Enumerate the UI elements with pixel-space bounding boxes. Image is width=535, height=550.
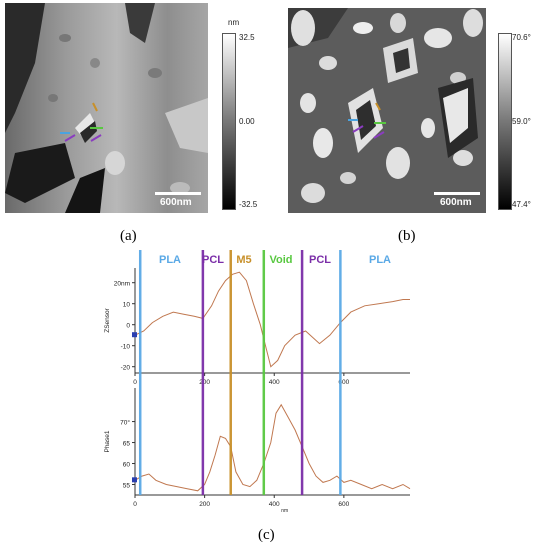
zsensor-x-tick-label: 600 [338,379,349,386]
phase-x-tick-label: 400 [269,501,280,508]
zsensor-x-tick-label: 200 [199,379,210,386]
zsensor-y-tick-label: 0 [126,323,130,330]
phase-colorbar [498,33,512,210]
height-map-image [5,3,208,213]
zsensor-y-axis-label: ZSensor [104,307,111,332]
phase-y-tick-label: 70° [120,419,130,427]
phase-y-axis-label: Phase1 [104,430,111,452]
colorbar-min: -32.5 [239,200,258,209]
zsensor-y-tick-label: -10 [121,344,131,351]
panel-label-b: (b) [398,228,416,244]
phase-x-tick-label: 0 [133,501,137,508]
region-label-pcl: PCL [202,254,224,266]
phase-y-tick-label: 55 [123,483,131,490]
phase-x-tick-label: 600 [338,501,349,508]
colorbar-max: 32.5 [239,33,255,42]
colorbar-unit: nm [228,18,240,27]
colorbar-max: 70.6° [512,33,531,42]
zsensor-y-tick-label: 10 [123,302,131,309]
height-colorbar [222,33,236,210]
zsensor-trace-line [134,271,410,368]
phase-x-tick-label: 200 [199,501,210,508]
x-unit-label: nm [281,508,288,514]
phase-map-image [288,8,486,213]
region-label-pla: PLA [369,254,391,266]
colorbar-mid: 59.0° [512,117,531,126]
scale-bar-label: 600nm [440,197,472,208]
panel-label-a: (a) [120,228,137,244]
zsensor-y-tick-label: -20 [121,365,131,372]
region-label-void: Void [269,254,292,266]
panel-label-c: (c) [258,527,275,543]
region-label-m5: M5 [236,254,251,266]
phase-start-marker [132,477,137,483]
scale-bar [155,192,201,195]
phase-y-tick-label: 65 [123,441,131,448]
zsensor-start-marker [132,332,137,338]
scale-bar-label: 600nm [160,197,192,208]
colorbar-mid: 0.00 [239,117,255,126]
region-label-pcl: PCL [309,254,331,266]
phase-y-tick-label: 60 [123,462,131,469]
phase-trace-line [134,403,411,492]
zsensor-y-tick-label: 20nm [114,281,130,288]
line-profile-chart: PLA PCL M5 Void PCL PLA 20nm 10 0 -10 -20 ZSensor 70… [104,250,411,514]
zsensor-x-tick-label: 400 [269,379,280,386]
colorbar-min: 47.4° [512,200,531,209]
scale-bar [434,192,480,195]
zsensor-x-tick-label: 0 [133,379,137,386]
region-label-pla: PLA [159,254,181,266]
